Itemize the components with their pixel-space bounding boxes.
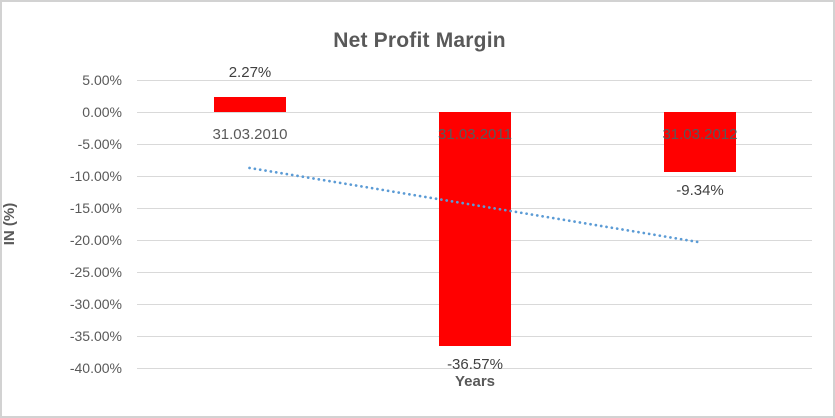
y-tick-label: -5.00% [77,136,122,152]
y-tick-label: -35.00% [69,328,122,344]
gridline [137,368,812,369]
bar-31.03.2010[interactable] [214,97,286,112]
y-tick-label: -20.00% [69,232,122,248]
y-axis-title: IN (%) [1,202,18,246]
category-label: 31.03.2010 [212,126,288,143]
data-label: -9.34% [676,182,724,199]
category-label: 31.03.2011 [438,126,512,143]
chart-title: Net Profit Margin [333,29,506,52]
x-axis-title: Years [454,373,496,390]
gridline [137,80,812,81]
data-label: 2.27% [228,64,272,81]
y-tick-label: -25.00% [69,264,122,280]
category-label: 31.03.2012 [662,126,738,143]
y-tick-label: 0.00% [82,104,122,120]
y-tick-label: -40.00% [69,360,122,376]
y-tick-label: -15.00% [69,200,122,216]
y-tick-label: -10.00% [69,168,122,184]
y-tick-label: 5.00% [82,72,122,88]
data-label: -36.57% [447,356,503,373]
bar-31.03.2012[interactable] [664,112,736,172]
y-tick-label: -30.00% [69,296,122,312]
bar-31.03.2011[interactable] [439,112,511,346]
